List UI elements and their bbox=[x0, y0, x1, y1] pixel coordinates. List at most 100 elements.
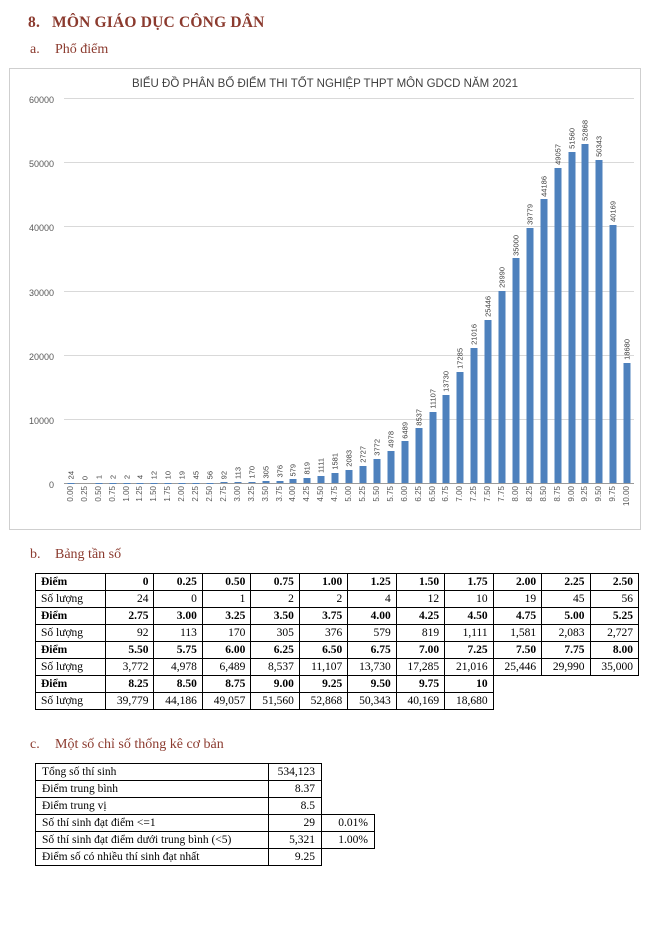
y-tick-label: 40000 bbox=[28, 223, 54, 234]
freq-cell: 4.00 bbox=[347, 607, 397, 625]
x-tick-label: 4.00 bbox=[288, 486, 298, 502]
freq-cell: 305 bbox=[250, 624, 300, 642]
y-tick-label: 0 bbox=[48, 480, 54, 490]
x-tick-label: 0.75 bbox=[107, 486, 117, 502]
stat-value: 29 bbox=[268, 814, 322, 832]
x-tick-label: 8.00 bbox=[510, 486, 520, 502]
stat-label: Điểm trung vị bbox=[35, 797, 269, 815]
freq-table-row: Điểm 5.50 5.75 6.00 6.25 6.50 6.75 7.00 7.25 7.50… bbox=[35, 641, 640, 659]
x-tick-label: 2.25 bbox=[191, 486, 201, 502]
subsection-c-label: c. bbox=[30, 737, 40, 752]
freq-cell bbox=[493, 676, 541, 693]
freq-row-label: Số lượng bbox=[35, 692, 106, 710]
gridline bbox=[64, 290, 634, 292]
freq-cell: 113 bbox=[153, 624, 203, 642]
bar-column: 2 0.75 bbox=[106, 99, 120, 501]
bar bbox=[581, 143, 589, 483]
bar-value-label: 1111 bbox=[316, 457, 326, 473]
bar-column: 8537 6.25 bbox=[412, 99, 426, 502]
stat-label: Tổng số thí sinh bbox=[35, 763, 269, 781]
bar bbox=[331, 472, 339, 483]
bar-column: 6489 6.00 bbox=[398, 99, 412, 502]
bar-column: 19 2.00 bbox=[175, 99, 189, 501]
bar bbox=[609, 225, 617, 483]
chart-title: BIỂU ĐỒ PHÂN BỐ ĐIỂM THI TỐT NGHIỆP THPT… bbox=[132, 78, 518, 90]
x-tick-label: 6.75 bbox=[441, 486, 451, 502]
freq-cell: 1.00 bbox=[298, 573, 349, 591]
freq-cell: 2.25 bbox=[541, 573, 591, 591]
bar-column: 4978 5.75 bbox=[384, 99, 398, 501]
bar-value-label: 56 bbox=[205, 471, 215, 480]
x-tick-label: 3.25 bbox=[246, 486, 256, 502]
y-tick-label: 20000 bbox=[28, 351, 54, 362]
freq-cell: 10 bbox=[444, 590, 494, 608]
freq-cell: 3.25 bbox=[201, 607, 252, 625]
x-tick-label: 7.00 bbox=[455, 486, 465, 502]
y-axis: 0 10000 20000 30000 40000 50000 60000 bbox=[10, 95, 58, 490]
bar-value-label: 2 bbox=[121, 475, 131, 480]
freq-cell: 2,083 bbox=[541, 624, 591, 642]
bar-value-label: 21016 bbox=[469, 324, 479, 346]
gridline bbox=[64, 418, 634, 420]
bar-column: 3772 5.50 bbox=[370, 99, 384, 501]
bar-value-label: 25446 bbox=[483, 295, 493, 317]
bar-value-label: 35000 bbox=[511, 234, 521, 256]
bar bbox=[192, 482, 200, 483]
bar-column: 45 2.25 bbox=[189, 99, 203, 501]
bar-column: 49057 8.75 bbox=[551, 99, 565, 501]
bar-column: 11107 6.50 bbox=[426, 99, 440, 502]
freq-cell: 49,057 bbox=[201, 692, 252, 710]
freq-cell: 1.50 bbox=[395, 573, 446, 591]
stat-value: 5,321 bbox=[268, 831, 322, 849]
x-tick-label: 5.50 bbox=[371, 486, 381, 502]
bar-value-label: 44186 bbox=[539, 175, 549, 197]
stat-label: Điểm trung bình bbox=[35, 780, 269, 798]
x-tick-label: 8.50 bbox=[538, 486, 548, 502]
bar-column: 170 3.25 bbox=[245, 99, 259, 501]
bar bbox=[178, 482, 186, 483]
stat-percent bbox=[322, 781, 375, 798]
x-tick-label: 6.25 bbox=[413, 486, 423, 502]
bar-column: 113 3.00 bbox=[231, 99, 245, 501]
freq-cell: 6.25 bbox=[250, 641, 300, 659]
bar-column: 2083 5.00 bbox=[342, 99, 356, 502]
y-tick-label: 50000 bbox=[28, 159, 54, 170]
bar-column: 1581 4.75 bbox=[328, 99, 342, 501]
stats-table-row: Số thí sinh đạt điểm dưới trung bình (<5… bbox=[35, 831, 375, 849]
freq-cell bbox=[542, 693, 590, 710]
bar bbox=[136, 482, 144, 483]
freq-cell: 1 bbox=[201, 590, 252, 608]
stat-value: 8.37 bbox=[268, 780, 322, 798]
freq-cell: 12 bbox=[395, 590, 446, 608]
bar bbox=[150, 482, 158, 483]
freq-cell bbox=[542, 676, 590, 693]
freq-cell: 3,772 bbox=[104, 658, 155, 676]
bar-column: 2 1.00 bbox=[120, 99, 134, 501]
freq-cell: 11,107 bbox=[298, 658, 349, 676]
bar bbox=[498, 290, 506, 483]
bar bbox=[415, 428, 423, 483]
freq-table-row: Số lượng 24 0 1 2 2 4 12 10 19 45 56 bbox=[35, 590, 640, 608]
bar-column: 18680 10.00 bbox=[620, 99, 634, 506]
freq-cell: 39,779 bbox=[104, 692, 155, 710]
heading-text: MÔN GIÁO DỤC CÔNG DÂN bbox=[52, 14, 265, 31]
bar-column: 92 2.75 bbox=[217, 99, 231, 502]
bar-value-label: 19 bbox=[177, 471, 187, 480]
bar-value-label: 12 bbox=[149, 471, 159, 480]
y-tick-label: 10000 bbox=[28, 415, 54, 426]
bar-value-label: 6489 bbox=[399, 421, 409, 439]
freq-cell: 1.75 bbox=[444, 573, 494, 591]
bar-column: 24 0.00 bbox=[64, 99, 78, 501]
stat-label: Số thí sinh đạt điểm dưới trung bình (<5… bbox=[35, 831, 269, 849]
bar-value-label: 4 bbox=[135, 475, 145, 480]
bar-value-label: 3772 bbox=[372, 439, 382, 456]
bar bbox=[359, 465, 367, 483]
bar-column: 39779 8.25 bbox=[523, 99, 537, 502]
freq-cell: 4.75 bbox=[492, 607, 543, 625]
subsection-a-title: Phổ điểm bbox=[55, 42, 109, 57]
subsection-a-heading: a. Phổ điểm bbox=[30, 42, 641, 58]
freq-cell: 819 bbox=[395, 624, 446, 642]
x-tick-label: 1.75 bbox=[163, 486, 173, 502]
bar-column: 21016 7.25 bbox=[467, 99, 481, 501]
stat-percent bbox=[322, 764, 375, 781]
